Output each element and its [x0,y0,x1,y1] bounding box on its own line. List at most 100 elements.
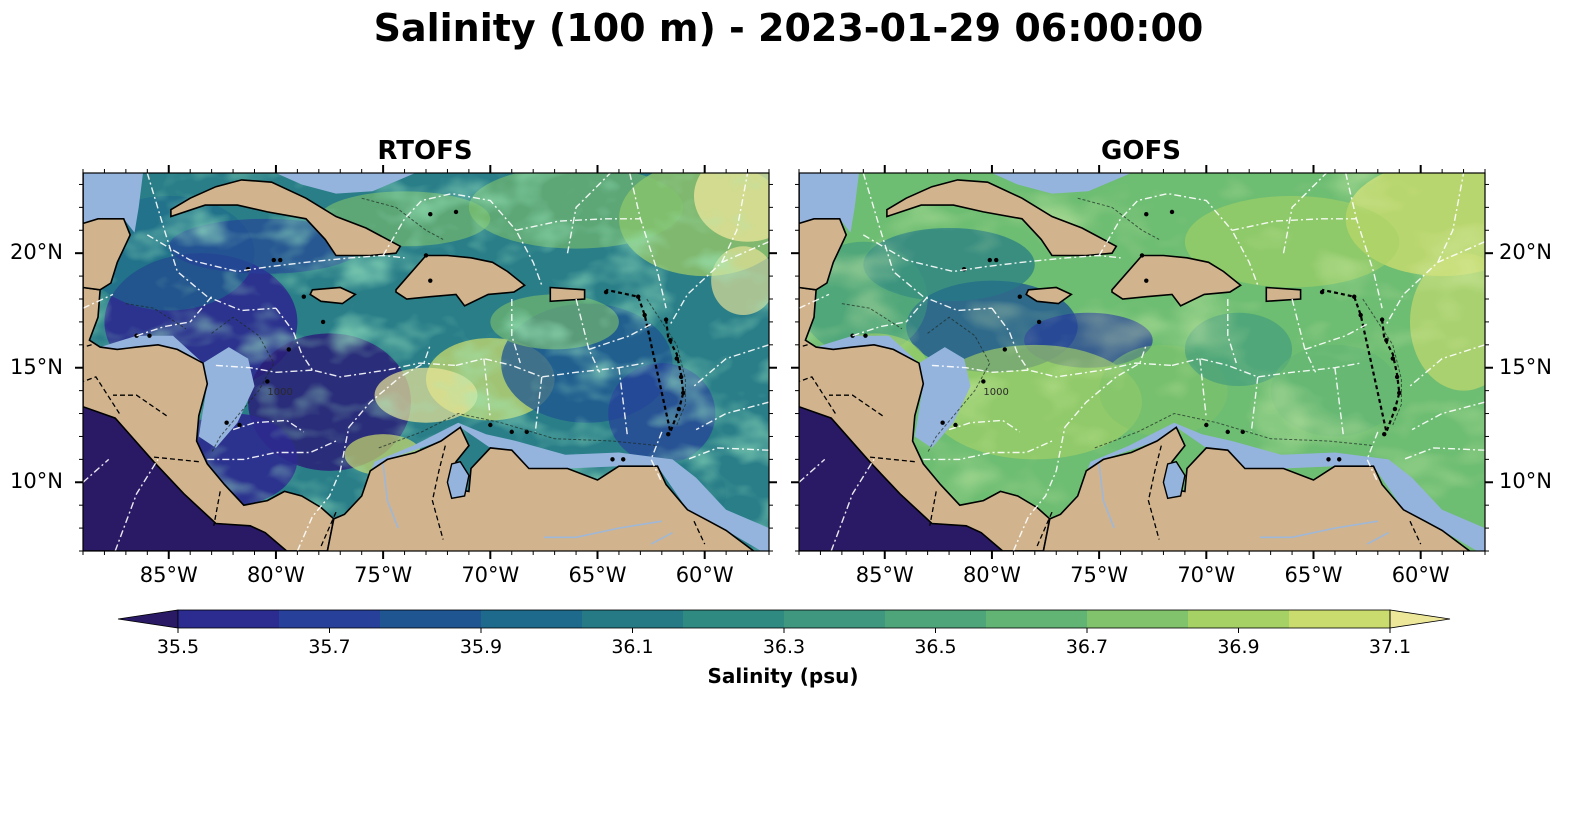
island-marker [1144,212,1149,217]
colorbar-segment [1188,610,1290,628]
island-marker [237,422,242,428]
land-cuba [170,179,402,257]
lon-tick-label: 85°W [139,563,198,587]
island-marker [1337,457,1342,462]
contour-label: 1000 [267,387,292,398]
colorbar-tick-label: 35.7 [308,636,351,658]
river-line [1366,531,1389,545]
country-borders [799,344,1422,547]
map-panel-gofs: 1000 [791,165,1493,559]
contour-line [1094,412,1374,449]
eez-line [1345,173,1383,309]
land-central-america [799,286,1051,551]
eez-line [1227,299,1237,364]
contour-line [646,298,686,426]
colorbar-segment [582,610,684,628]
island-marker [1225,429,1230,435]
eez-line [1064,344,1147,428]
lat-tick-label-left: 10°N [10,469,63,494]
shelf-area [914,347,971,448]
lat-tick-label-right: 15°N [1499,354,1552,379]
colorbar-segment [683,610,785,628]
eez-line [348,344,431,428]
island-marker [423,253,429,258]
eez-line [905,296,929,323]
country-borders [83,344,706,547]
map-panel-rtofs: 1000 [75,165,777,559]
eez-line [721,173,749,263]
land-jamaica [309,286,357,305]
border-line [83,344,92,348]
lat-tick-label-left: 15°N [10,354,63,379]
island-marker [621,457,626,462]
eez-line [830,459,875,551]
border-line [799,344,808,348]
land-masses [799,173,1485,551]
eez-line [83,293,114,309]
lon-tick-label: 75°W [1070,563,1129,587]
shelf-shallows [799,173,1485,551]
eez-line [618,367,629,437]
land-puerto-rico [1265,286,1302,303]
colorbar-tick-label: 35.9 [459,636,503,658]
shelf-area [198,347,255,448]
island-marker [509,429,514,435]
island-marker [301,294,307,299]
island-marker [1382,431,1387,437]
land-cuba [886,179,1118,257]
river-line [650,531,673,545]
border-line [929,491,937,526]
land-hispaniola [395,254,526,307]
lat-tick-label-left: 20°N [10,240,63,265]
depth-contours: 1000 [841,197,1402,453]
eez-line [669,241,769,325]
shelf-area [799,173,859,233]
border-line [1409,520,1422,545]
eez-line [1366,431,1379,483]
island-marker [1326,457,1331,462]
colorbar-extend-min [117,609,179,629]
contour-line [378,412,658,449]
lon-tick-label: 60°W [1391,563,1450,587]
small-islands [850,209,1402,462]
land-hispaniola [1111,254,1242,307]
island-marker [610,457,615,462]
island-marker [1169,209,1175,215]
eez-line [931,364,1031,374]
contour-line [927,316,991,453]
colorbar-segment [986,610,1088,628]
contour-line [211,316,275,453]
lon-tick-label: 85°W [855,563,914,587]
lon-tick-label: 65°W [1284,563,1343,587]
contour-label: 1000 [983,387,1008,398]
eez-line [852,321,907,337]
island-marker [1240,429,1245,435]
island-marker [488,422,493,428]
lesser-antilles [1321,288,1401,436]
contour-line [361,197,444,240]
eez-line [515,218,641,231]
colorbar-segment [178,610,280,628]
lat-tick-label-right: 10°N [1499,469,1552,494]
lake-maracaibo [446,460,470,500]
pacific-ocean [799,406,1003,551]
border-line [113,394,167,417]
border-line [431,445,446,540]
eez-line [136,321,191,337]
eez-line [83,458,110,483]
lesser-antilles [605,288,685,436]
lon-tick-label: 80°W [962,563,1021,587]
eez-line [650,431,663,483]
rivers [1098,463,1389,545]
colorbar-segment [279,610,381,628]
island-marker [524,429,529,435]
depth-contours: 1000 [125,197,686,453]
rivers [382,463,673,545]
colorbar-segment [380,610,482,628]
eez-line [1012,427,1066,551]
eez-line [1199,358,1207,419]
lake-maracaibo [1162,460,1186,500]
island-marker [863,333,868,338]
figure-title: Salinity (100 m) - 2023-01-29 06:00:00 [373,6,1204,50]
